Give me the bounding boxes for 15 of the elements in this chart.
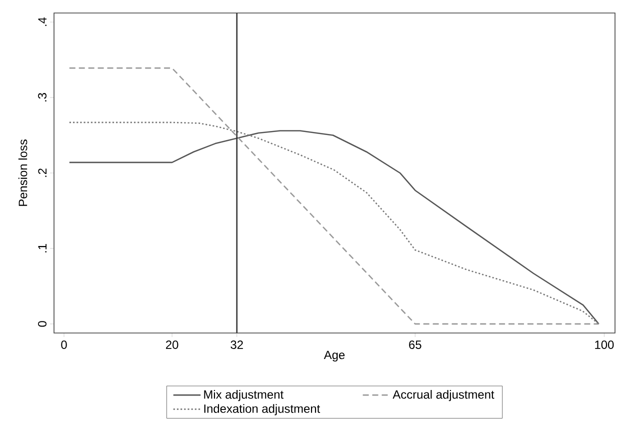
- y-tick-label: .1: [38, 244, 46, 252]
- x-axis-title: Age: [324, 350, 345, 362]
- y-tick-label: .3: [38, 93, 46, 102]
- y-tick-label: .2: [38, 168, 46, 177]
- x-tick-label: 65: [409, 340, 422, 349]
- y-tick-label: .4: [38, 17, 46, 26]
- legend-label: Accrual adjustment: [392, 390, 494, 402]
- legend-label: Mix adjustment: [204, 390, 284, 402]
- x-tick-label: 0: [61, 340, 67, 349]
- x-tick-label: 20: [166, 340, 178, 349]
- legend-label: Indexation adjustment: [204, 404, 320, 416]
- x-tick-label: 100: [595, 340, 614, 349]
- y-tick-label: 0: [38, 321, 46, 327]
- y-axis-title: Pension loss: [18, 140, 28, 206]
- x-tick-label: 32: [230, 340, 243, 349]
